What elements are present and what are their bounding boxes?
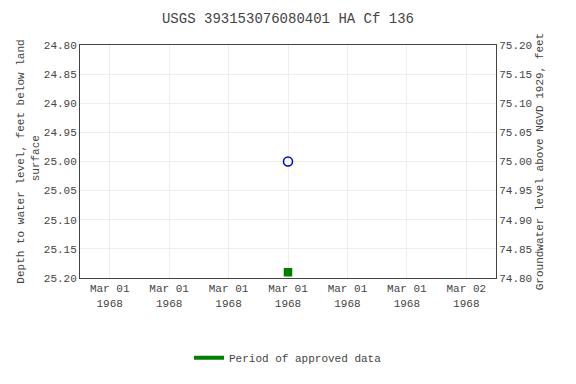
svg-text:Mar 021968: Mar 021968: [446, 283, 486, 309]
svg-text:24.80: 24.80: [44, 40, 77, 52]
svg-text:75.00: 75.00: [499, 156, 532, 168]
svg-text:Depth to water level, feet bel: Depth to water level, feet below land su…: [15, 39, 41, 283]
svg-text:75.05: 75.05: [499, 127, 532, 139]
svg-text:Mar 011968: Mar 011968: [90, 283, 130, 309]
svg-text:24.85: 24.85: [44, 69, 77, 81]
svg-text:74.90: 74.90: [499, 215, 532, 227]
svg-text:25.15: 25.15: [44, 244, 77, 256]
svg-text:USGS 393153076080401 HA Cf 136: USGS 393153076080401 HA Cf 136: [162, 11, 414, 27]
svg-text:75.15: 75.15: [499, 69, 532, 81]
svg-text:25.00: 25.00: [44, 156, 77, 168]
svg-text:Mar 011968: Mar 011968: [328, 283, 368, 309]
svg-text:75.20: 75.20: [499, 40, 532, 52]
svg-text:24.90: 24.90: [44, 98, 77, 110]
svg-text:74.95: 74.95: [499, 185, 532, 197]
svg-text:74.80: 74.80: [499, 273, 532, 285]
svg-text:Period of approved data: Period of approved data: [229, 353, 381, 365]
svg-text:25.05: 25.05: [44, 185, 77, 197]
svg-text:Mar 011968: Mar 011968: [387, 283, 427, 309]
svg-text:Mar 011968: Mar 011968: [209, 283, 249, 309]
svg-text:25.10: 25.10: [44, 215, 77, 227]
svg-text:25.20: 25.20: [44, 273, 77, 285]
svg-text:Mar 011968: Mar 011968: [149, 283, 189, 309]
svg-text:Groundwater level above NGVD 1: Groundwater level above NGVD 1929, feet: [534, 33, 546, 290]
svg-text:Mar 011968: Mar 011968: [268, 283, 308, 309]
svg-text:74.85: 74.85: [499, 244, 532, 256]
svg-text:75.10: 75.10: [499, 98, 532, 110]
svg-text:24.95: 24.95: [44, 127, 77, 139]
